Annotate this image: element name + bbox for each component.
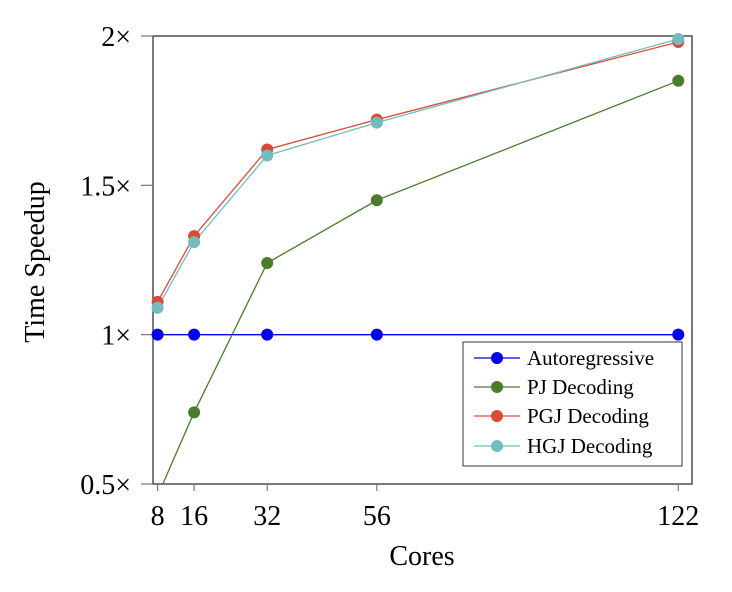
y-tick-label: 1× xyxy=(101,321,131,352)
x-axis-label: Cores xyxy=(389,541,454,572)
x-tick-label: 16 xyxy=(180,501,208,532)
data-point xyxy=(188,406,201,419)
legend-label: PJ Decoding xyxy=(527,375,634,399)
legend-marker xyxy=(491,410,503,422)
data-point xyxy=(370,194,383,207)
data-point xyxy=(370,116,383,129)
legend-label: HGJ Decoding xyxy=(527,434,653,458)
legend-label: PGJ Decoding xyxy=(527,404,649,428)
y-tick-label: 2× xyxy=(101,22,131,53)
data-point xyxy=(672,74,685,87)
data-point xyxy=(672,328,685,341)
series-line-pgj-decoding xyxy=(156,41,679,303)
data-point xyxy=(188,236,201,249)
data-point xyxy=(151,328,164,341)
data-point xyxy=(370,328,383,341)
x-tick-label: 56 xyxy=(363,501,391,532)
x-tick-label: 122 xyxy=(657,501,699,532)
series-line-hgj-decoding xyxy=(156,38,679,309)
x-tick-label: 8 xyxy=(151,501,165,532)
data-point xyxy=(261,256,274,269)
y-tick-label: 1.5× xyxy=(80,171,131,202)
y-tick-label: 0.5× xyxy=(80,470,131,501)
data-point xyxy=(188,328,201,341)
legend-marker xyxy=(491,440,503,452)
data-point xyxy=(261,149,274,162)
legend-marker xyxy=(491,352,503,364)
legend-marker xyxy=(491,381,503,393)
data-point xyxy=(261,328,274,341)
data-point xyxy=(151,301,164,314)
x-tick-label: 32 xyxy=(253,501,281,532)
legend-label: Autoregressive xyxy=(527,346,654,370)
legend: Autoregressive PJ Decoding PGJ Decoding HGJ… xyxy=(462,341,683,467)
y-axis-label: Time Speedup xyxy=(20,181,51,343)
data-point xyxy=(672,32,685,45)
plot-frame xyxy=(152,35,693,485)
